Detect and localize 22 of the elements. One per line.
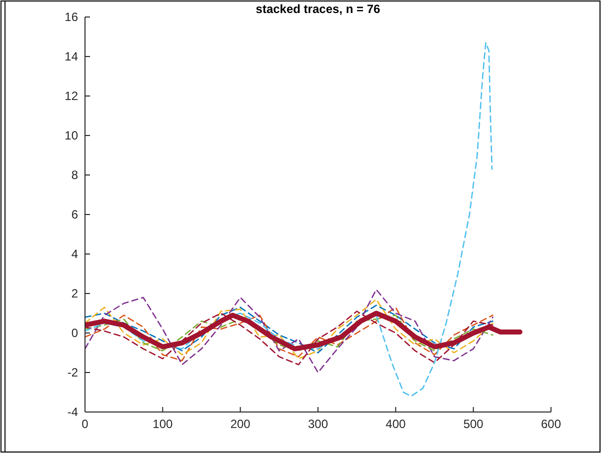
y-tick-label: 0 xyxy=(71,326,78,340)
x-tick-label: 100 xyxy=(152,417,173,431)
x-tick-label: 400 xyxy=(386,417,406,431)
chart-title: stacked traces, n = 76 xyxy=(256,2,381,16)
line-series xyxy=(85,288,494,374)
y-tick-label: -4 xyxy=(67,405,78,419)
x-tick-label: 0 xyxy=(82,417,89,431)
line-series xyxy=(85,304,494,354)
y-tick-label: 16 xyxy=(64,10,78,24)
x-tick-label: 200 xyxy=(230,417,251,431)
y-tick-label: 10 xyxy=(64,128,78,142)
y-tick-label: 4 xyxy=(71,247,78,261)
y-tick-label: 14 xyxy=(64,50,78,64)
x-tick-label: 600 xyxy=(540,417,562,431)
y-tick-label: 2 xyxy=(71,286,78,300)
x-tick-label: 500 xyxy=(463,417,484,431)
y-tick-label: 12 xyxy=(64,89,78,103)
y-tick-label: 6 xyxy=(71,208,78,222)
line-series xyxy=(85,298,494,360)
y-tick-label: -2 xyxy=(67,366,78,380)
x-tick-label: 300 xyxy=(308,417,328,431)
y-tick-label: 8 xyxy=(71,168,78,182)
